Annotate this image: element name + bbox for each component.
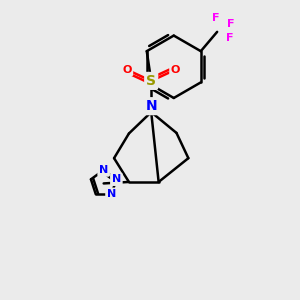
Text: F: F [212,14,219,23]
Text: F: F [226,33,233,43]
Text: F: F [227,20,234,29]
Text: N: N [146,99,157,113]
Text: S: S [146,74,156,88]
Text: O: O [122,64,131,75]
Text: N: N [112,174,121,184]
Text: N: N [99,165,108,175]
Text: N: N [107,189,116,199]
Text: O: O [171,64,180,75]
